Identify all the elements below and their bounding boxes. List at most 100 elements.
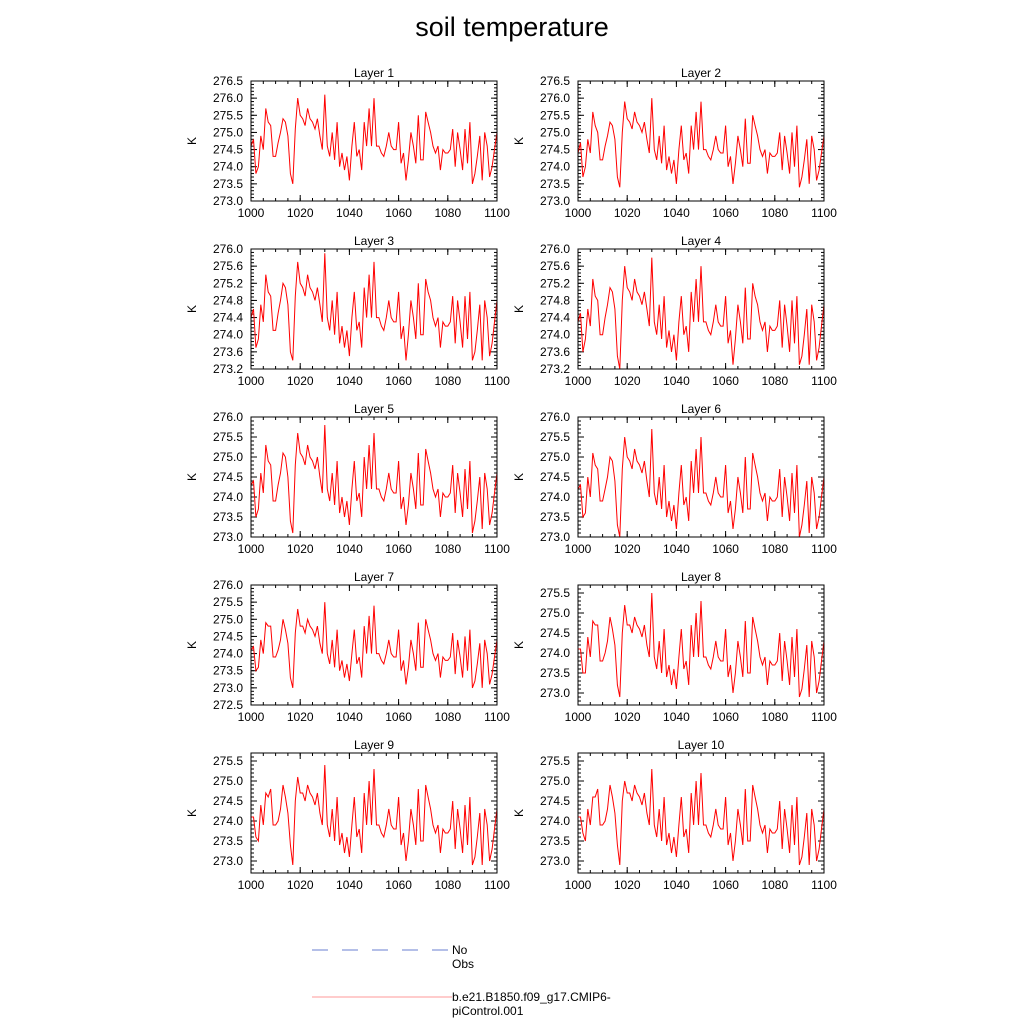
y-tick-label: 273.0 (213, 530, 243, 544)
chart-panel-2: Layer 2 K 1000 1020 1040 1060 1080 1100 273.0 273… (512, 66, 837, 220)
y-tick-label: 273.5 (540, 177, 570, 191)
y-tick-label: 273.0 (213, 681, 243, 695)
y-axis-label: K (185, 809, 199, 817)
y-tick-label: 273.2 (540, 362, 570, 376)
x-tick-label: 1000 (565, 878, 592, 892)
y-tick-label: 275.0 (540, 606, 570, 620)
y-tick-label: 275.5 (540, 108, 570, 122)
x-tick-label: 1060 (385, 878, 412, 892)
plot-frame (250, 752, 498, 874)
y-tick-label: 274.0 (213, 328, 243, 342)
y-tick-label: 275.2 (540, 276, 570, 290)
y-axis-label: K (512, 137, 526, 145)
chart-panel-8: Layer 8 K 1000 1020 1040 1060 1080 1100 273.0 273… (512, 570, 837, 724)
y-tick-label: 274.0 (540, 490, 570, 504)
x-tick-label: 1020 (614, 542, 641, 556)
y-tick-label: 276.5 (540, 74, 570, 88)
y-tick-label: 273.0 (213, 194, 243, 208)
y-tick-label: 275.0 (213, 774, 243, 788)
figure-title: soil temperature (415, 12, 609, 42)
panel-title: Layer 1 (354, 66, 394, 80)
x-tick-label: 1100 (811, 374, 837, 388)
y-tick-label: 275.5 (540, 430, 570, 444)
x-tick-label: 1080 (434, 542, 461, 556)
x-tick-label: 1040 (663, 374, 690, 388)
x-tick-label: 1040 (336, 206, 363, 220)
y-tick-label: 274.8 (540, 293, 570, 307)
y-tick-label: 274.5 (213, 629, 243, 643)
y-axis-label: K (512, 305, 526, 313)
y-tick-label: 273.0 (213, 854, 243, 868)
panel-title: Layer 10 (678, 738, 725, 752)
x-tick-label: 1100 (484, 710, 510, 724)
chart-panel-1: Layer 1 K 1000 1020 1040 1060 1080 1100 273.0 273… (185, 66, 510, 220)
y-tick-label: 275.5 (540, 586, 570, 600)
y-tick-label: 273.6 (540, 345, 570, 359)
x-tick-label: 1000 (238, 878, 265, 892)
panel-title: Layer 5 (354, 402, 394, 416)
series-line-model (577, 257, 825, 370)
y-tick-label: 275.6 (540, 259, 570, 273)
series-line-model (250, 424, 498, 534)
x-tick-label: 1100 (811, 878, 837, 892)
x-tick-label: 1060 (385, 206, 412, 220)
x-tick-label: 1000 (238, 374, 265, 388)
y-tick-label: 275.0 (213, 450, 243, 464)
series-line-model (578, 592, 825, 698)
y-tick-label: 274.0 (540, 328, 570, 342)
legend-label-obs: No Obs (452, 943, 475, 971)
y-tick-label: 272.5 (213, 698, 243, 712)
y-tick-label: 274.0 (213, 647, 243, 661)
legend-swatch-obs (312, 949, 452, 951)
y-tick-label: 275.0 (213, 612, 243, 626)
y-tick-label: 276.0 (213, 578, 243, 592)
y-tick-label: 274.5 (213, 143, 243, 157)
x-tick-label: 1100 (484, 542, 510, 556)
y-tick-label: 275.0 (213, 125, 243, 139)
x-tick-label: 1020 (614, 206, 641, 220)
x-tick-label: 1020 (614, 878, 641, 892)
y-tick-label: 273.5 (540, 666, 570, 680)
x-tick-label: 1000 (238, 542, 265, 556)
y-tick-label: 275.0 (540, 774, 570, 788)
y-tick-label: 275.5 (540, 754, 570, 768)
y-tick-label: 273.5 (213, 510, 243, 524)
y-tick-label: 274.0 (540, 646, 570, 660)
x-tick-label: 1060 (712, 542, 739, 556)
chart-panel-4: Layer 4 K 1000 1020 1040 1060 1080 1100 273.2 273… (512, 234, 837, 388)
panel-title: Layer 3 (354, 234, 394, 248)
x-tick-label: 1000 (565, 542, 592, 556)
plot-frame (577, 248, 825, 370)
x-tick-label: 1020 (287, 374, 314, 388)
y-tick-label: 273.0 (540, 854, 570, 868)
panel-title: Layer 8 (681, 570, 721, 584)
y-tick-label: 274.0 (213, 160, 243, 174)
plot-frame (250, 416, 498, 538)
y-axis-label: K (512, 641, 526, 649)
series-line-model (250, 94, 498, 185)
y-tick-label: 274.0 (540, 814, 570, 828)
series-line-model (251, 764, 498, 866)
y-tick-label: 274.0 (213, 490, 243, 504)
y-tick-label: 274.0 (540, 160, 570, 174)
plot-frame (577, 584, 825, 706)
x-tick-label: 1020 (614, 710, 641, 724)
y-tick-label: 273.5 (213, 177, 243, 191)
y-tick-label: 273.5 (213, 834, 243, 848)
panel-title: Layer 9 (354, 738, 394, 752)
series-line-model (250, 253, 498, 361)
x-tick-label: 1080 (761, 206, 788, 220)
y-tick-label: 276.0 (213, 410, 243, 424)
chart-panel-9: Layer 9 K 1000 1020 1040 1060 1080 1100 273.0 273… (185, 738, 510, 892)
panel-title: Layer 2 (681, 66, 721, 80)
legend-swatch-model (312, 996, 452, 998)
x-tick-label: 1100 (484, 878, 510, 892)
x-tick-label: 1040 (663, 710, 690, 724)
legend-label-model: b.e21.B1850.f09_g17.CMIP6-piControl.001 (452, 990, 611, 1018)
x-tick-label: 1040 (336, 878, 363, 892)
y-tick-label: 276.0 (213, 91, 243, 105)
x-tick-label: 1080 (761, 710, 788, 724)
panel-title: Layer 6 (681, 402, 721, 416)
chart-panel-5: Layer 5 K 1000 1020 1040 1060 1080 1100 273.0 273… (185, 402, 510, 556)
